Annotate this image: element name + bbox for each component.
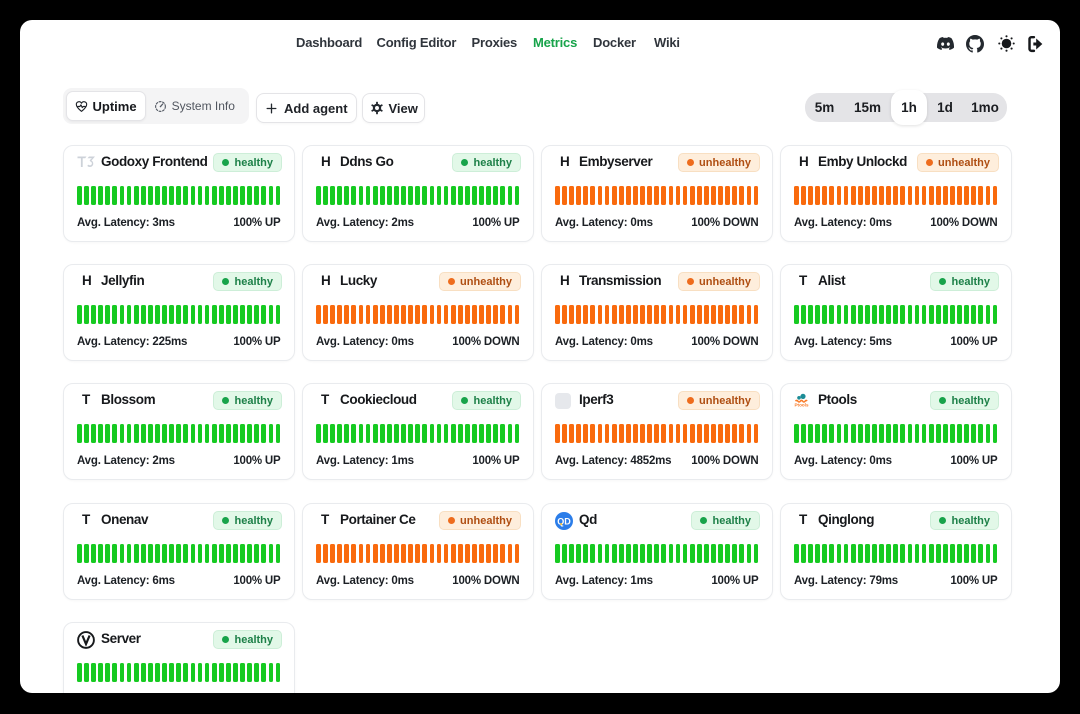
- svg-text:QD: QD: [557, 516, 571, 526]
- svg-text:Ptools: Ptools: [794, 403, 808, 408]
